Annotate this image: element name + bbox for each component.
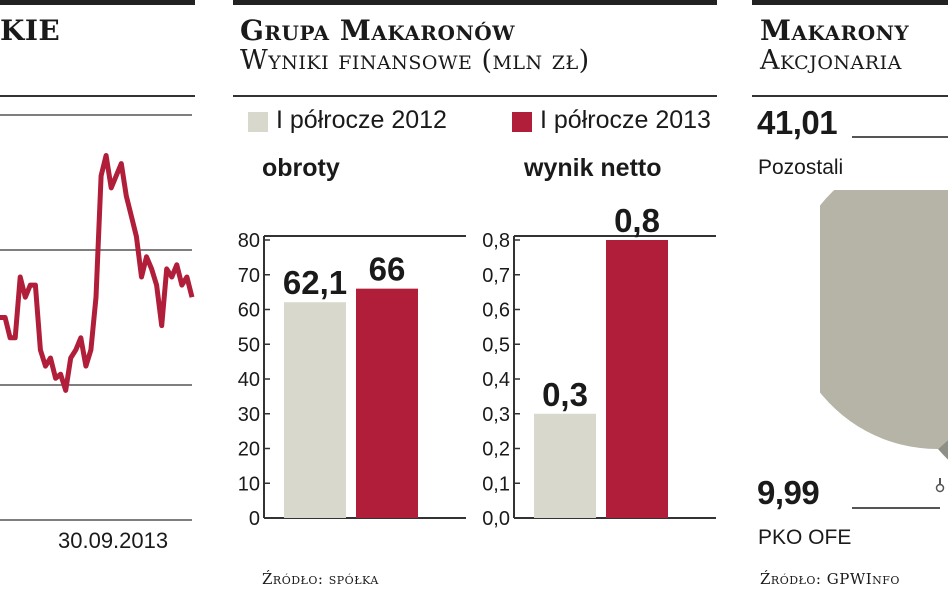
bar-chart-wynik-netto: 0,0 0,1 0,2 0,3 0,4 0,5 0,6 0,7 0,8 0,3 0,8	[482, 202, 716, 530]
obroty-value-label: 62,1	[283, 264, 347, 301]
top-bar-middle	[233, 0, 717, 5]
left-date-label: 30.09.2013	[58, 528, 169, 553]
middle-subtitle: Wyniki finansowe (mln zł)	[240, 45, 590, 76]
wynik-netto-bar-2013	[606, 240, 668, 518]
wynik-netto-tick-label: 0,2	[482, 439, 510, 461]
slice-label-pozostali: Pozostali	[758, 156, 844, 179]
pie-slice-pozostali	[820, 190, 948, 450]
slice-value-pko-ofe: 9,99	[757, 474, 820, 511]
obroty-tick-label: 10	[238, 473, 260, 495]
top-bar-left	[0, 0, 195, 5]
obroty-tick-label: 30	[238, 404, 260, 426]
wynik-netto-value-label: 0,3	[542, 376, 588, 413]
obroty-bar-2012	[284, 302, 346, 518]
legend-swatch-2013	[512, 112, 532, 132]
slice-value-pozostali: 41,01	[757, 104, 838, 141]
middle-source: Źródło: spółka	[262, 570, 379, 588]
top-bar-right	[752, 0, 948, 5]
middle-title: Grupa Makaronów	[240, 14, 516, 47]
obroty-tick-label: 70	[238, 265, 260, 287]
obroty-tick-label: 60	[238, 300, 260, 322]
pko-ofe-leader-hline	[852, 507, 940, 509]
obroty-tick-label: 20	[238, 439, 260, 461]
pko-ofe-leader-dot	[935, 483, 945, 493]
wynik-netto-tick-label: 0,1	[482, 473, 510, 495]
obroty-bar-2013	[356, 288, 418, 518]
slice-label-pko-ofe: PKO OFE	[758, 526, 852, 549]
wynik-netto-tick-label: 0,5	[482, 334, 510, 356]
chart-title-wynik-netto: wynik netto	[524, 154, 662, 182]
wynik-netto-tick-label: 0,0	[482, 508, 510, 530]
right-source: Źródło: GPWInfo	[760, 570, 900, 588]
wynik-netto-value-label: 0,8	[614, 202, 660, 239]
obroty-tick-label: 80	[238, 230, 260, 252]
left-header-rule	[0, 95, 195, 97]
right-title: Makarony	[760, 14, 910, 47]
right-subtitle: Akcjonaria	[760, 45, 902, 76]
pozostali-leader-line	[852, 136, 948, 138]
wynik-netto-tick-label: 0,8	[482, 230, 510, 252]
price-line	[0, 153, 195, 393]
bar-chart-obroty: 0 10 20 30 40 50 60 70 80 62,1 66	[238, 230, 466, 530]
obroty-tick-label: 0	[249, 508, 260, 530]
wynik-netto-tick-label: 0,3	[482, 404, 510, 426]
legend-label-2013: I półrocze 2013	[540, 106, 711, 134]
obroty-tick-label: 50	[238, 334, 260, 356]
wynik-netto-tick-label: 0,6	[482, 300, 510, 322]
wynik-netto-tick-label: 0,4	[482, 369, 510, 391]
chart-title-obroty: obroty	[262, 154, 340, 182]
pie-slice-pko-ofe	[938, 440, 948, 460]
wynik-netto-tick-label: 0,7	[482, 265, 510, 287]
obroty-tick-label: 40	[238, 369, 260, 391]
obroty-value-label: 66	[369, 251, 406, 288]
legend-label-2012: I półrocze 2012	[276, 106, 447, 134]
left-title-fragment: KIE	[0, 14, 61, 47]
stock-line-chart	[0, 114, 195, 521]
shareholders-pie	[820, 190, 948, 493]
wynik-netto-bar-2012	[534, 413, 596, 518]
middle-header-rule	[233, 95, 717, 97]
right-header-rule	[752, 95, 948, 97]
legend-swatch-2012	[248, 112, 268, 132]
